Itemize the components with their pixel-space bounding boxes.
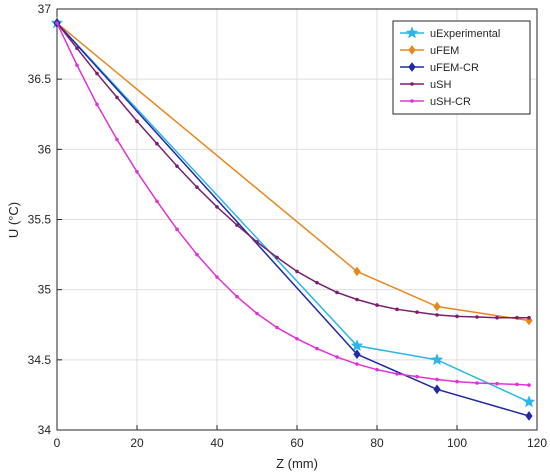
series-ush [55,21,531,320]
legend-item-ufem-cr: uFEM-CR [400,62,479,74]
y-tick-label: 36.5 [28,72,52,86]
data-point-ufem [353,266,361,277]
x-tick-label: 0 [54,436,61,450]
data-point-ush [155,141,159,146]
data-point-ush [527,315,531,320]
legend-label: uFEM [430,45,459,57]
legend-label: uSH [430,79,451,91]
legend-item-ush: uSH [400,79,451,91]
data-point-ush [175,164,179,168]
data-point-ush [275,255,279,260]
data-point-ush [355,297,359,302]
data-point-ush-cr [115,137,119,142]
y-tick-label: 36 [38,142,52,156]
data-point-ush-cr [375,367,379,372]
y-tick-label: 34 [38,423,52,437]
data-point-ush-cr [515,382,519,387]
data-point-ush [455,314,459,319]
data-point-ush-cr [255,311,259,316]
series-line-ufem [56,22,530,322]
data-point-ush-cr [75,63,79,67]
data-point-ush-cr [175,227,179,232]
series-group [50,16,536,421]
data-point-uexperimental [350,339,364,352]
x-tick-label: 60 [290,436,304,450]
data-point-ush-cr [275,325,279,330]
data-point-ush [315,280,319,285]
data-point-ush-cr [55,21,59,25]
legend-marker [410,99,414,103]
series-ush-cr [55,21,531,387]
data-point-ufem-cr [353,349,361,360]
data-point-ush-cr [415,374,419,379]
data-point-ufem-cr [525,411,533,421]
x-tick-label: 100 [447,436,467,450]
data-point-ush-cr [295,336,299,341]
y-tick-label: 34.5 [28,353,52,367]
data-point-ush-cr [315,346,319,351]
x-axis-label: Z (mm) [276,456,318,471]
data-point-ush [75,46,79,51]
tick-labels: 0 20 40 60 80 100 120 34 34.5 35 35.5 36 36.5 37 [28,2,548,450]
legend-marker [410,82,414,86]
data-point-ush [415,310,419,314]
data-point-ush-cr [435,377,439,382]
x-tick-label: 80 [370,436,384,450]
y-tick-label: 35 [38,283,52,297]
data-point-ush [515,315,519,320]
x-tick-label: 40 [210,436,224,450]
data-point-ush [475,315,479,319]
data-point-ush [255,240,259,244]
y-tick-label: 35.5 [28,213,52,227]
data-point-ush-cr [395,372,399,376]
legend-label: uSH-CR [430,96,471,108]
data-point-ush-cr [355,362,359,366]
data-point-ush-cr [475,381,479,385]
legend: uExperimental uFEM uFEM-CR uSH uSH-CR [392,20,531,115]
x-tick-label: 120 [527,436,547,450]
data-point-uexperimental [522,395,536,408]
data-point-ush [335,290,339,295]
data-point-ush [115,95,119,100]
data-point-ush-cr [335,355,339,359]
legend-item-uexperimental: uExperimental [400,26,500,40]
legend-item-ush-cr: uSH-CR [400,96,471,108]
data-point-ush [95,71,99,76]
data-point-ush-cr [95,102,99,107]
legend-label: uFEM-CR [430,62,479,74]
data-point-ush [375,303,379,307]
legend-marker [408,45,416,55]
y-axis-label: U (°C) [6,202,21,238]
series-line-ufem-cr [56,22,530,417]
data-point-ush-cr [235,294,239,299]
data-point-ush [395,307,399,312]
data-point-ush-cr [135,169,139,174]
data-point-ush [495,315,499,320]
data-point-ush-cr [527,383,531,387]
data-point-ush [135,119,139,124]
data-point-ush-cr [215,275,219,279]
data-point-ufem-cr [433,384,441,395]
data-point-ush [195,185,199,190]
data-point-ush-cr [495,381,499,386]
data-point-ush [215,205,219,209]
data-point-ufem [433,301,441,312]
legend-label: uExperimental [430,28,500,40]
x-tick-label: 20 [130,436,144,450]
legend-item-ufem: uFEM [400,45,459,57]
data-point-ush-cr [455,379,459,384]
legend-marker [405,26,419,39]
data-point-ush [435,313,439,317]
legend-marker [408,62,416,72]
y-tick-label: 37 [38,2,52,16]
data-point-ush [235,223,239,227]
data-point-ush-cr [155,199,159,204]
series-line-uexperimental [56,22,530,403]
data-point-ush [295,269,299,274]
data-point-uexperimental [430,353,444,366]
data-point-ush-cr [195,252,199,257]
